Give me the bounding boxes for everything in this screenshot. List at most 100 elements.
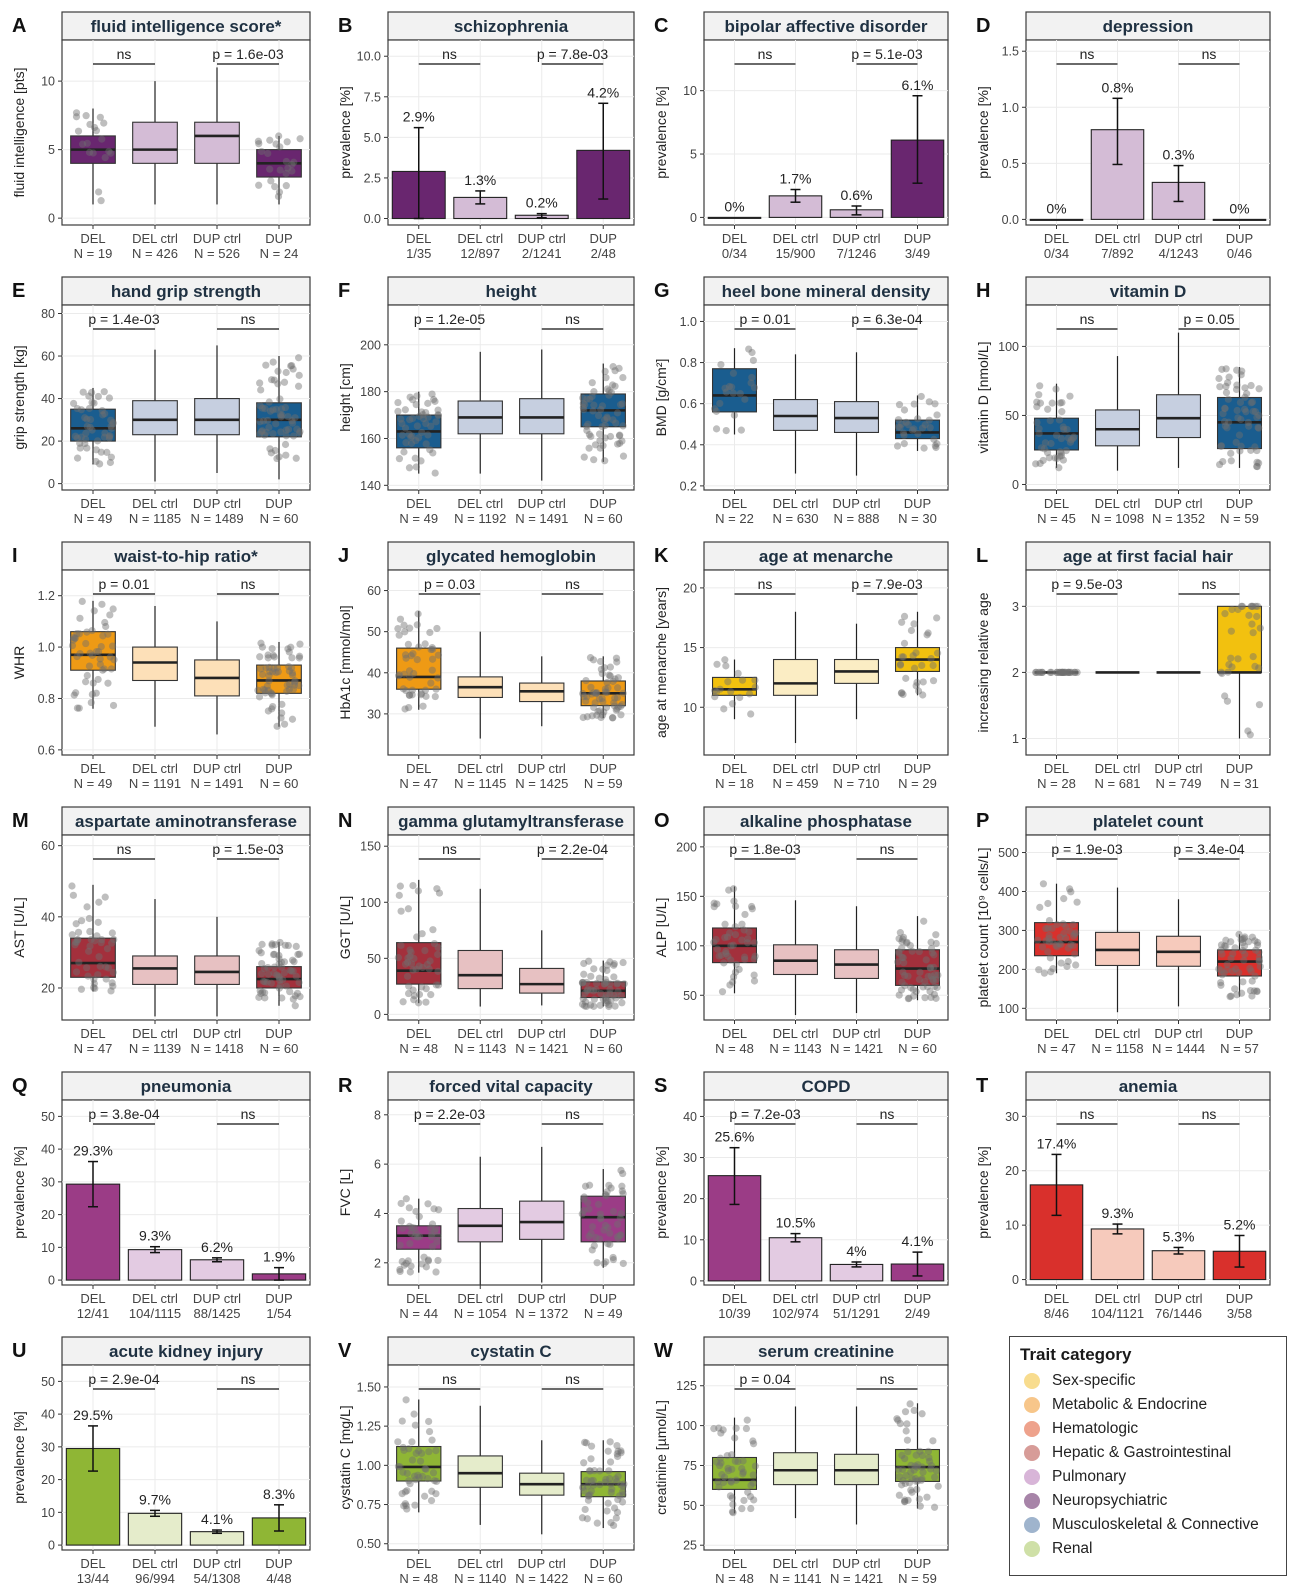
data-point <box>899 933 908 941</box>
data-point <box>268 941 276 949</box>
data-point <box>86 649 94 657</box>
data-point <box>929 661 937 670</box>
y-tick-label: 0.6 <box>38 743 55 757</box>
data-point <box>1228 663 1236 671</box>
panel-letter: B <box>338 15 352 37</box>
data-point <box>1222 365 1230 373</box>
data-point <box>716 685 724 693</box>
y-tick-label: 0.0 <box>1002 213 1019 227</box>
x-tick-sublabel: N = 1372 <box>515 1306 568 1321</box>
data-point <box>397 415 405 423</box>
data-point <box>580 959 588 968</box>
data-point <box>747 710 755 718</box>
data-point <box>899 653 908 661</box>
data-point <box>408 1456 417 1464</box>
data-point <box>925 398 933 406</box>
data-point <box>906 942 914 950</box>
data-point <box>619 1482 627 1490</box>
x-tick-sublabel: N = 459 <box>773 776 819 791</box>
data-point <box>895 935 903 943</box>
bar <box>1029 218 1084 221</box>
panel-letter: W <box>654 1340 673 1362</box>
box <box>70 631 116 671</box>
data-point <box>1253 612 1261 621</box>
x-tick-sublabel: 96/994 <box>135 1571 175 1586</box>
data-point <box>731 931 740 939</box>
data-point <box>432 685 440 693</box>
x-tick-label: DUP ctrl <box>193 761 241 776</box>
data-point <box>728 1451 736 1459</box>
data-point <box>610 960 618 968</box>
x-tick-sublabel: 12/41 <box>77 1306 110 1321</box>
data-point <box>584 985 592 993</box>
data-point <box>274 367 282 375</box>
data-point <box>586 1467 594 1475</box>
data-point <box>721 920 729 928</box>
bar-value-label: 10.5% <box>776 1215 816 1231</box>
data-point <box>584 1496 593 1504</box>
data-point <box>583 978 591 987</box>
data-point <box>396 882 404 890</box>
data-point <box>419 702 427 710</box>
data-point <box>717 360 725 369</box>
data-point <box>609 714 617 722</box>
data-point <box>71 432 80 440</box>
data-point <box>85 392 93 400</box>
data-point <box>432 1447 440 1455</box>
y-tick-label: 50 <box>367 952 381 966</box>
significance-label: ns <box>442 1371 457 1387</box>
data-point <box>82 639 90 648</box>
data-point <box>434 1232 442 1241</box>
y-tick-label: 0.8 <box>38 692 55 706</box>
data-point <box>87 698 95 707</box>
data-point <box>1221 610 1229 618</box>
data-point <box>722 949 730 958</box>
data-point <box>1059 423 1067 431</box>
data-point <box>1224 379 1232 387</box>
x-tick-label: DUP ctrl <box>518 231 566 246</box>
data-point <box>400 670 408 678</box>
x-tick-label: DEL <box>80 231 105 246</box>
bar-value-label: 1.9% <box>263 1249 295 1265</box>
data-point <box>608 1485 616 1493</box>
data-point <box>412 1449 420 1457</box>
data-point <box>394 1438 402 1446</box>
y-tick-label: 50 <box>41 1110 55 1124</box>
data-point <box>603 961 611 969</box>
x-tick-sublabel: N = 47 <box>74 1041 113 1056</box>
significance-label: ns <box>1080 46 1095 62</box>
data-point <box>714 1478 722 1486</box>
data-point <box>77 406 85 414</box>
data-point <box>898 944 906 952</box>
data-point <box>607 1519 615 1527</box>
data-point <box>579 394 587 402</box>
x-tick-label: DUP <box>1226 496 1253 511</box>
data-point <box>1067 941 1075 949</box>
data-point <box>395 455 404 463</box>
data-point <box>748 905 756 913</box>
data-point <box>108 642 117 650</box>
data-point <box>90 607 98 615</box>
data-point <box>295 652 304 660</box>
data-point <box>586 395 594 403</box>
legend-item-metabolic: Metabolic & Endocrine <box>1020 1393 1276 1417</box>
data-point <box>1228 605 1236 614</box>
data-point <box>273 454 281 463</box>
data-point <box>78 917 86 925</box>
data-point <box>922 956 930 964</box>
data-point <box>272 405 280 413</box>
data-point <box>913 678 921 687</box>
data-point <box>579 978 587 986</box>
data-point <box>263 682 271 690</box>
box <box>894 1448 941 1482</box>
legend-dot <box>1024 1421 1040 1437</box>
data-point <box>749 1437 757 1445</box>
data-point <box>268 644 276 653</box>
data-point <box>748 348 756 357</box>
x-tick-sublabel: N = 1489 <box>190 511 243 526</box>
bar-value-label: 0.6% <box>841 187 873 203</box>
y-axis-label: HbA1c [mmol/mol] <box>337 605 353 719</box>
data-point <box>592 1233 600 1242</box>
data-point <box>1251 408 1260 416</box>
data-point <box>429 1469 438 1477</box>
